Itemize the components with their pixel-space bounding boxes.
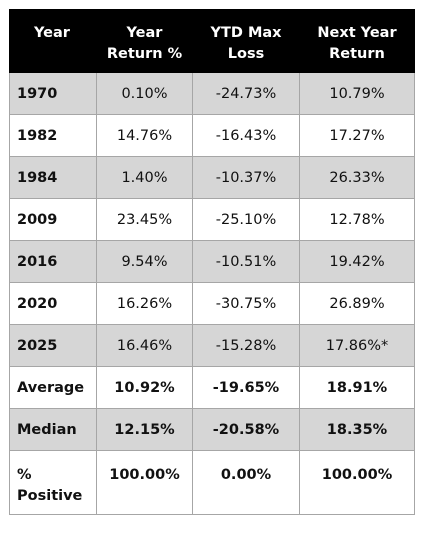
next-year-return-cell: 17.86%* (299, 324, 415, 367)
header-year: Year (9, 9, 97, 73)
next-year-return-cell: 19.42% (299, 240, 415, 283)
year-return-cell: 16.46% (96, 324, 193, 367)
year-cell: 2020 (9, 282, 97, 325)
summary-row-average: Average 10.92% -19.65% 18.91% (9, 366, 415, 409)
next-year-return-cell: 12.78% (299, 198, 415, 241)
year-cell: 1982 (9, 114, 97, 157)
year-cell: 2009 (9, 198, 97, 241)
next-year-return-cell: 18.91% (299, 366, 415, 409)
year-cell: 1984 (9, 156, 97, 199)
summary-label: Median (9, 408, 97, 451)
year-return-cell: 0.10% (96, 72, 193, 115)
table-row: 1984 1.40% -10.37% 26.33% (9, 156, 415, 199)
next-year-return-cell: 100.00% (299, 450, 415, 515)
ytd-max-loss-cell: -15.28% (192, 324, 300, 367)
header-ytd-max-loss: YTD Max Loss (192, 9, 300, 73)
summary-row-median: Median 12.15% -20.58% 18.35% (9, 408, 415, 451)
table-row: 1982 14.76% -16.43% 17.27% (9, 114, 415, 157)
table-row: 2025 16.46% -15.28% 17.86%* (9, 324, 415, 367)
table-row: 2020 16.26% -30.75% 26.89% (9, 282, 415, 325)
header-row: Year Year Return % YTD Max Loss Next Yea… (9, 9, 415, 73)
ytd-max-loss-cell: -16.43% (192, 114, 300, 157)
table-body: 1970 0.10% -24.73% 10.79% 1982 14.76% -1… (9, 72, 415, 515)
ytd-max-loss-cell: -10.37% (192, 156, 300, 199)
table-row: 2009 23.45% -25.10% 12.78% (9, 198, 415, 241)
table-header: Year Year Return % YTD Max Loss Next Yea… (9, 9, 415, 73)
year-return-cell: 1.40% (96, 156, 193, 199)
ytd-max-loss-cell: 0.00% (192, 450, 300, 515)
summary-label: Average (9, 366, 97, 409)
year-return-cell: 23.45% (96, 198, 193, 241)
next-year-return-cell: 18.35% (299, 408, 415, 451)
year-return-cell: 9.54% (96, 240, 193, 283)
returns-table: Year Year Return % YTD Max Loss Next Yea… (9, 9, 415, 515)
ytd-max-loss-cell: -19.65% (192, 366, 300, 409)
next-year-return-cell: 26.33% (299, 156, 415, 199)
summary-label: % Positive (9, 450, 97, 515)
header-next-year-return: Next Year Return (299, 9, 415, 73)
year-return-cell: 12.15% (96, 408, 193, 451)
year-cell: 1970 (9, 72, 97, 115)
ytd-max-loss-cell: -20.58% (192, 408, 300, 451)
year-return-cell: 14.76% (96, 114, 193, 157)
table-row: 1970 0.10% -24.73% 10.79% (9, 72, 415, 115)
ytd-max-loss-cell: -10.51% (192, 240, 300, 283)
summary-row-positive: % Positive 100.00% 0.00% 100.00% (9, 450, 415, 515)
year-cell: 2025 (9, 324, 97, 367)
next-year-return-cell: 26.89% (299, 282, 415, 325)
year-return-cell: 100.00% (96, 450, 193, 515)
header-year-return: Year Return % (96, 9, 193, 73)
next-year-return-cell: 17.27% (299, 114, 415, 157)
year-return-cell: 10.92% (96, 366, 193, 409)
ytd-max-loss-cell: -24.73% (192, 72, 300, 115)
table-row: 2016 9.54% -10.51% 19.42% (9, 240, 415, 283)
ytd-max-loss-cell: -30.75% (192, 282, 300, 325)
year-cell: 2016 (9, 240, 97, 283)
returns-table-container: Year Year Return % YTD Max Loss Next Yea… (9, 9, 415, 515)
ytd-max-loss-cell: -25.10% (192, 198, 300, 241)
year-return-cell: 16.26% (96, 282, 193, 325)
next-year-return-cell: 10.79% (299, 72, 415, 115)
